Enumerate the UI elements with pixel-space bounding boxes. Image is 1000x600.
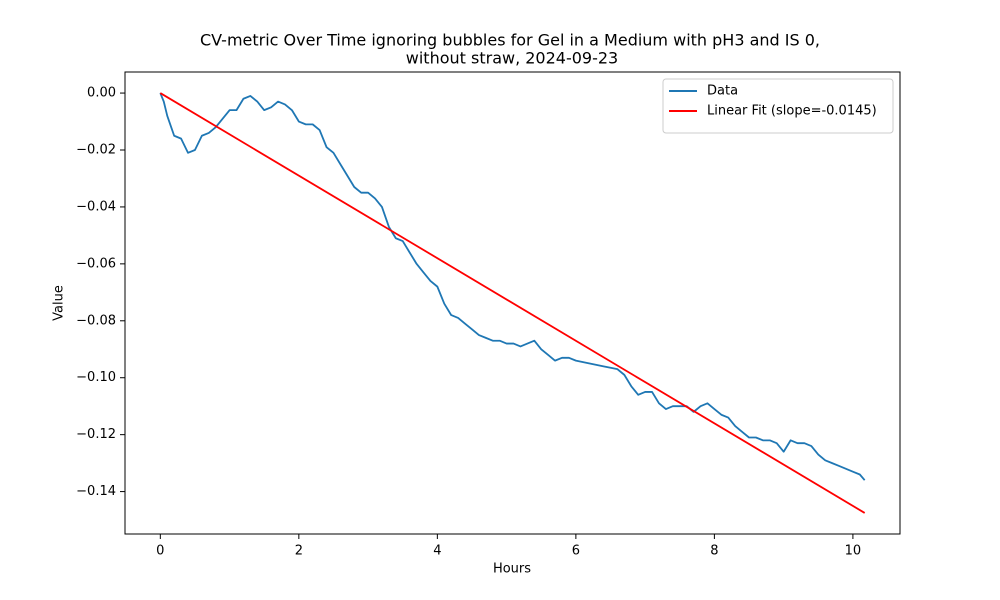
x-axis-label: Hours: [493, 562, 531, 577]
y-tick-label: −0.08: [76, 313, 116, 328]
x-tick-label: 4: [433, 544, 441, 559]
y-tick-label: −0.06: [76, 256, 116, 271]
x-tick-label: 8: [710, 544, 718, 559]
x-tick-label: 6: [572, 544, 580, 559]
y-tick-label: −0.04: [76, 199, 116, 214]
y-tick-label: 0.00: [87, 86, 116, 101]
x-tick-label: 0: [156, 544, 164, 559]
y-tick-label: −0.10: [76, 370, 116, 385]
y-tick-label: −0.14: [76, 484, 116, 499]
y-tick-label: −0.12: [76, 427, 116, 442]
legend-box: [662, 78, 894, 134]
y-tick-label: −0.02: [76, 142, 116, 157]
chart-title: without straw, 2024-09-23: [406, 49, 618, 68]
chart-title: CV-metric Over Time ignoring bubbles for…: [200, 31, 820, 50]
plot-frame: [124, 71, 901, 535]
legend-label: Data: [707, 84, 738, 99]
y-axis-label: Value: [52, 285, 67, 321]
legend-label: Linear Fit (slope=-0.0145): [707, 104, 877, 119]
data-line: [159, 92, 866, 514]
x-tick-label: 2: [295, 544, 303, 559]
data-line: [159, 92, 866, 481]
x-tick-label: 10: [845, 544, 862, 559]
